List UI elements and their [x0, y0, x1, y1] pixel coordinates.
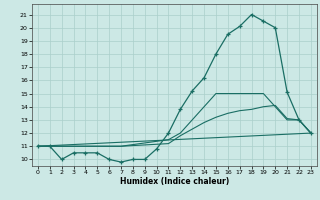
X-axis label: Humidex (Indice chaleur): Humidex (Indice chaleur)	[120, 177, 229, 186]
